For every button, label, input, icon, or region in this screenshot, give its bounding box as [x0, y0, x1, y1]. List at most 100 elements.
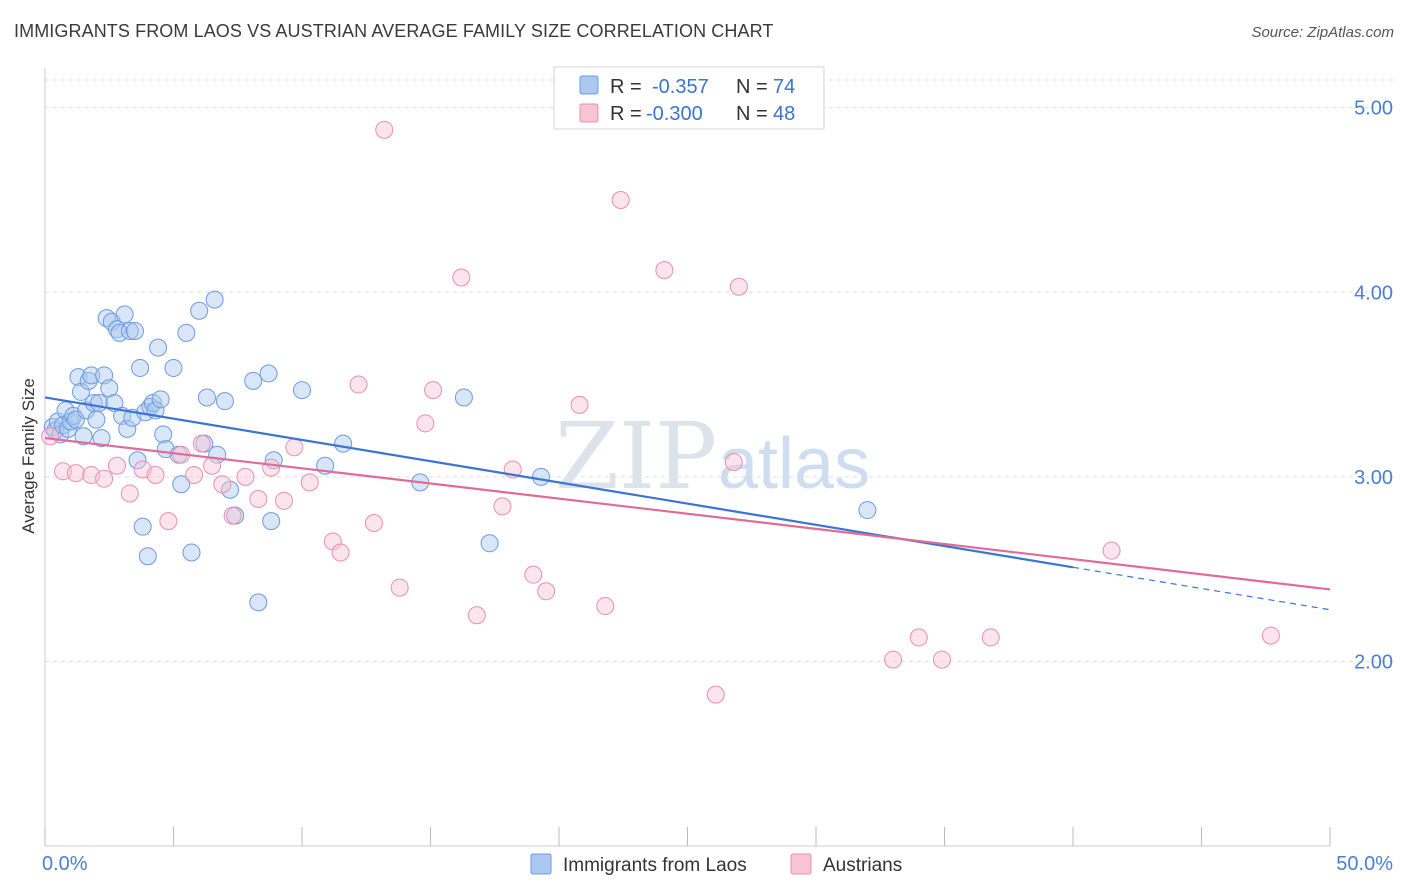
legend-r-label: R = — [610, 103, 642, 125]
chart-title: IMMIGRANTS FROM LAOS VS AUSTRIAN AVERAGE… — [14, 21, 774, 41]
legend-n-value-austrians: 48 — [773, 103, 795, 125]
austrians-point — [107, 456, 126, 475]
austrians-point — [424, 381, 443, 400]
austrians-point — [706, 685, 725, 704]
laos-point — [89, 394, 108, 413]
austrians-point — [724, 453, 743, 472]
austrians-point — [932, 650, 951, 669]
y-tick-label: 4.00 — [1354, 282, 1393, 304]
y-tick-label: 5.00 — [1354, 98, 1393, 120]
laos-point — [259, 364, 278, 383]
austrians-point — [375, 120, 394, 139]
austrians-point — [537, 582, 556, 601]
trend-lines — [44, 396, 1331, 611]
laos-point — [205, 290, 224, 309]
legend-r-label: R = — [610, 76, 642, 98]
x-tick-labels: 0.0% 50.0% — [42, 853, 1393, 875]
austrians-point — [146, 465, 165, 484]
austrians-point — [203, 456, 222, 475]
laos-point — [87, 410, 106, 429]
austrians-point — [1261, 626, 1280, 645]
austrians-point — [570, 395, 589, 414]
austrians-point — [66, 464, 85, 483]
laos-point — [66, 410, 85, 429]
laos-point — [133, 517, 152, 536]
y-tick-labels: 2.00 3.00 4.00 5.00 — [1354, 98, 1393, 674]
laos-point — [115, 305, 134, 324]
laos-point — [151, 390, 170, 409]
correlation-legend: R = -0.357 N = 74 R = -0.300 N = 48 — [553, 66, 825, 130]
austrians-point — [1102, 541, 1121, 560]
laos-point — [262, 512, 281, 531]
laos-point — [154, 425, 173, 444]
watermark-atlas: atlas — [718, 424, 870, 504]
austrians-point — [416, 414, 435, 433]
axes — [44, 68, 1331, 847]
legend-r-value-laos: -0.357 — [652, 76, 709, 98]
austrians-point — [596, 597, 615, 616]
austrians-point — [236, 467, 255, 486]
legend-n-label: N = — [736, 76, 768, 98]
austrians-point — [213, 475, 232, 494]
austrians-trend-line — [44, 436, 1331, 591]
data-points — [41, 120, 1280, 704]
y-tick-label: 2.00 — [1354, 651, 1393, 673]
y-axis-title: Average Family Size — [19, 378, 38, 534]
laos-point — [454, 388, 473, 407]
laos-point — [532, 467, 551, 486]
laos-point — [858, 501, 877, 520]
laos-point — [92, 429, 111, 448]
austrians-point — [159, 512, 178, 531]
austrians-point — [262, 458, 281, 477]
austrians-point — [349, 375, 368, 394]
austrians-point — [185, 465, 204, 484]
series-legend-label-austrians: Austrians — [823, 855, 902, 876]
laos-point — [164, 358, 183, 377]
series-legend: Immigrants from Laos Austrians — [530, 853, 902, 876]
legend-r-value-austrians: -0.300 — [646, 103, 703, 125]
legend-n-label: N = — [736, 103, 768, 125]
austrians-point — [981, 628, 1000, 647]
austrians-point — [120, 484, 139, 503]
laos-point — [120, 322, 139, 341]
austrians-point — [390, 578, 409, 597]
austrians-point — [192, 434, 211, 453]
austrians-point — [467, 606, 486, 625]
laos-point — [97, 309, 116, 328]
laos-point — [118, 419, 137, 438]
laos-point — [177, 323, 196, 342]
legend-swatch-austrians — [579, 103, 599, 123]
laos-point — [128, 451, 147, 470]
source-label: Source: ZipAtlas.com — [1251, 24, 1394, 41]
laos-point — [138, 547, 157, 566]
series-legend-swatch-laos — [530, 853, 552, 875]
series-legend-swatch-austrians — [790, 853, 812, 875]
laos-point — [215, 392, 234, 411]
laos-point — [74, 427, 93, 446]
laos-point — [149, 338, 168, 357]
austrians-point — [909, 628, 928, 647]
laos-point — [197, 388, 216, 407]
austrians-point — [275, 491, 294, 510]
x-tick-label: 50.0% — [1336, 853, 1393, 875]
legend-n-value-laos: 74 — [773, 76, 795, 98]
austrians-point — [452, 268, 471, 287]
laos-point — [82, 366, 101, 385]
austrians-point — [331, 543, 350, 562]
austrians-point — [524, 565, 543, 584]
austrians-point — [95, 469, 114, 488]
legend-swatch-laos — [579, 75, 599, 95]
austrians-point — [285, 438, 304, 457]
laos-point — [182, 543, 201, 562]
austrians-point — [729, 277, 748, 296]
laos-point — [172, 475, 191, 494]
x-tick-label: 0.0% — [42, 853, 88, 875]
laos-point — [249, 593, 268, 612]
laos-point — [131, 358, 150, 377]
austrians-point — [300, 473, 319, 492]
laos-point — [190, 301, 209, 320]
y-tick-label: 3.00 — [1354, 467, 1393, 489]
laos-point — [334, 434, 353, 453]
austrians-point — [493, 497, 512, 516]
